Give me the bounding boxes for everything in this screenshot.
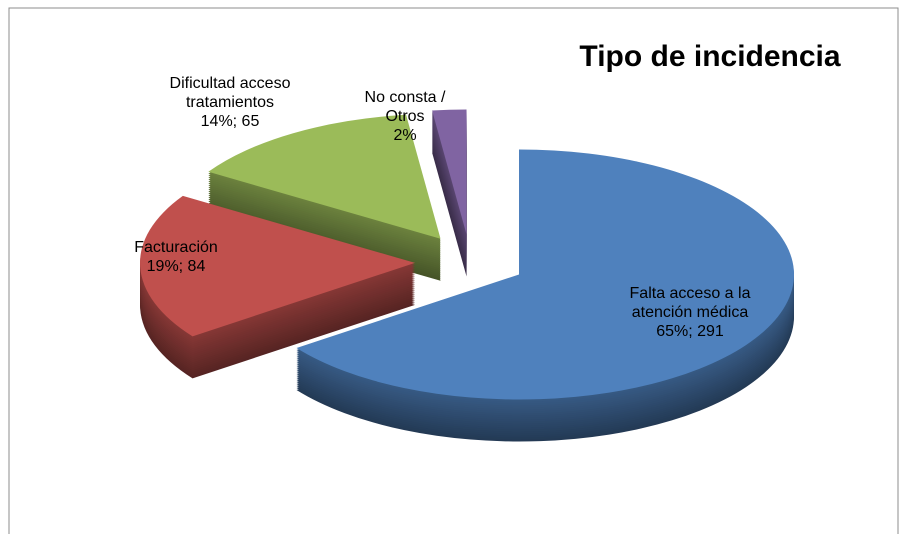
slice-label: Dificultad acceso tratamientos 14%; 65 (140, 74, 320, 131)
value-label: 14%; 65 (200, 113, 260, 130)
value-label: 65%; 291 (656, 323, 724, 340)
slice-label: No consta / Otros 2% (355, 88, 455, 145)
category-label: No consta / Otros (364, 89, 446, 125)
category-label: Dificultad acceso tratamientos (169, 75, 291, 111)
slice (208, 114, 441, 239)
slice-label: Falta acceso a la atención médica 65%; 29… (603, 284, 778, 341)
category-label: Facturación (134, 239, 218, 256)
slice-label: Facturación 19%; 84 (106, 238, 246, 276)
value-label: 19%; 84 (146, 258, 206, 275)
slice (296, 149, 795, 400)
category-label: Falta acceso a la atención médica (629, 285, 751, 321)
slice (432, 109, 467, 235)
chart-title: Tipo de incidencia (579, 40, 841, 73)
slice (140, 195, 416, 337)
value-label: 2% (393, 127, 417, 144)
